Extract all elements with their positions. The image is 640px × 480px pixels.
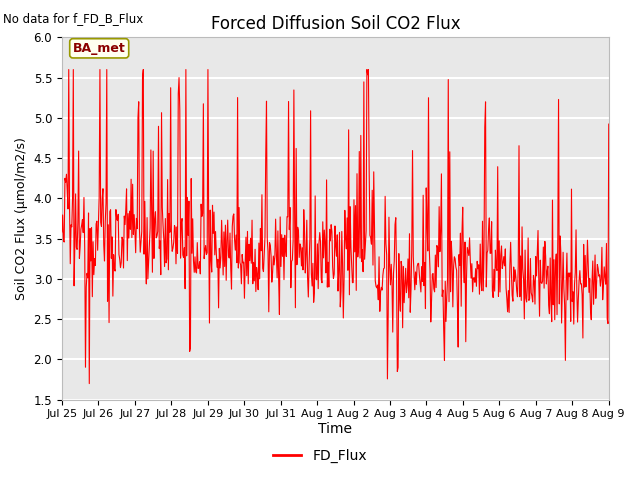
Y-axis label: Soil CO2 Flux (µmol/m2/s): Soil CO2 Flux (µmol/m2/s) — [15, 137, 28, 300]
Text: No data for f_FD_B_Flux: No data for f_FD_B_Flux — [3, 12, 143, 25]
Title: Forced Diffusion Soil CO2 Flux: Forced Diffusion Soil CO2 Flux — [211, 15, 460, 33]
Text: BA_met: BA_met — [73, 42, 125, 55]
Legend: FD_Flux: FD_Flux — [268, 443, 372, 468]
X-axis label: Time: Time — [318, 422, 353, 436]
